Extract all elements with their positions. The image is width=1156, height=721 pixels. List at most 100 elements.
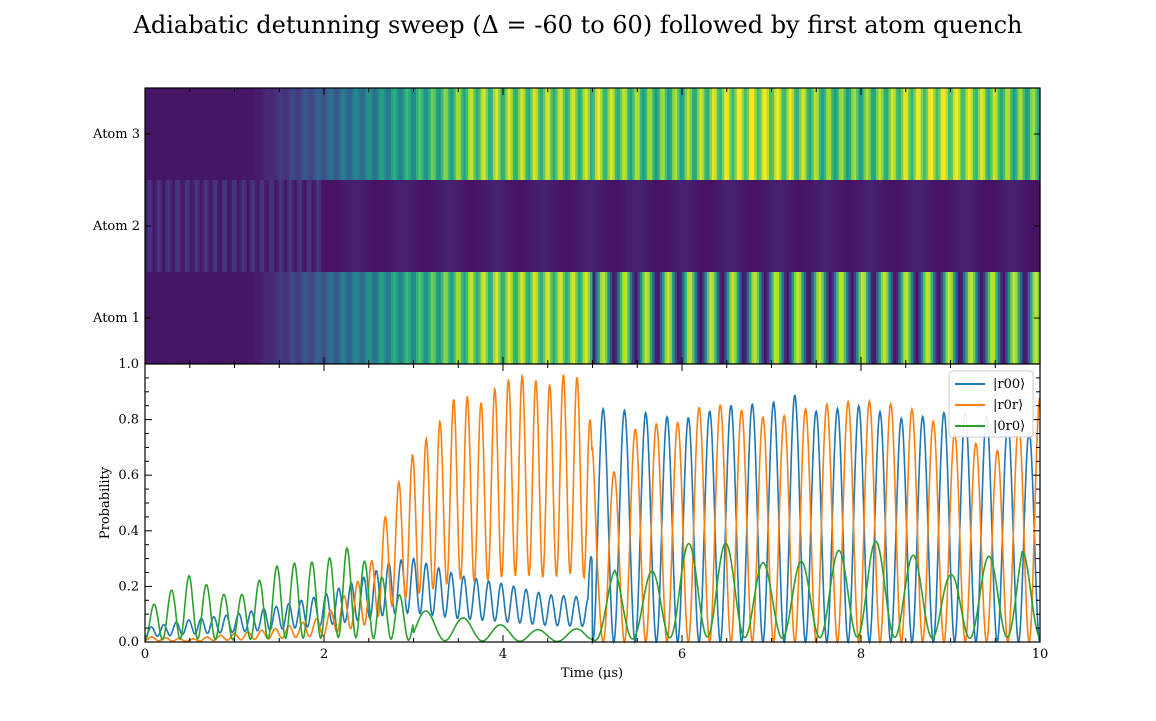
- heatmap-cell: [304, 272, 308, 364]
- heatmap-cell: [351, 272, 355, 364]
- heatmap-cell: [726, 180, 730, 272]
- heatmap-cell: [828, 180, 832, 272]
- heatmap-cell: [915, 272, 919, 364]
- y-axis: 0.0 0.2 0.4 0.6 0.8 1.0: [118, 357, 1040, 650]
- heatmap-row-labels: Atom 3 Atom 2 Atom 1: [92, 127, 1040, 326]
- heatmap-cell: [764, 180, 768, 272]
- heatmap-cell: [217, 180, 221, 272]
- heatmap-cell: [403, 180, 407, 272]
- heatmap-cell: [535, 88, 539, 180]
- heatmap-cell: [520, 272, 524, 364]
- heatmap-cell: [883, 272, 887, 364]
- heatmap-cell: [202, 272, 206, 364]
- heatmap-cell: [577, 88, 581, 180]
- heatmap-cell: [838, 88, 842, 180]
- heatmap-cell: [776, 88, 780, 180]
- heatmap-cell: [580, 272, 584, 364]
- heatmap-cell: [450, 180, 454, 272]
- heatmap-cell: [468, 272, 472, 364]
- heatmap-cell: [627, 88, 631, 180]
- heatmap-cell: [458, 272, 462, 364]
- heatmap-cell: [328, 88, 333, 180]
- heatmap-cell: [587, 272, 591, 364]
- heatmap-cell: [184, 180, 188, 272]
- heatmap-cell: [510, 88, 514, 180]
- heatmap-cell: [938, 88, 942, 180]
- heatmap-cell: [520, 88, 524, 180]
- heatmap-cell: [898, 272, 902, 364]
- heatmap-cell: [438, 180, 442, 272]
- heatmap-cell: [167, 272, 171, 364]
- heatmap-cell: [764, 272, 768, 364]
- heatmap-cell: [493, 88, 497, 180]
- heatmap-cell: [388, 88, 392, 180]
- heatmap-cell: [659, 272, 663, 364]
- heatmap-cell: [443, 180, 447, 272]
- heatmap-cell: [430, 272, 434, 364]
- heatmap-cell: [1000, 88, 1004, 180]
- heatmap-cell: [624, 180, 628, 272]
- heatmap-cell: [545, 272, 549, 364]
- heatmap-cell: [319, 180, 323, 272]
- heatmap-cell: [192, 272, 196, 364]
- heatmap-cell: [773, 180, 778, 272]
- heatmap-cell: [726, 272, 730, 364]
- heatmap-cell: [940, 180, 944, 272]
- heatmap-cell: [269, 272, 273, 364]
- heatmap-cell: [893, 272, 897, 364]
- heatmap-cell: [791, 88, 795, 180]
- heatmap-cell: [781, 180, 785, 272]
- heatmap-cell: [694, 88, 698, 180]
- heatmap-cell: [704, 88, 708, 180]
- heatmap-cell: [607, 88, 611, 180]
- heatmap-cell: [1020, 272, 1024, 364]
- heatmap-cell: [443, 88, 447, 180]
- heatmap-cell: [358, 88, 362, 180]
- heatmap-cell: [657, 272, 661, 364]
- heatmap-cell: [624, 272, 628, 364]
- heatmap-cell: [276, 88, 280, 180]
- heatmap-cell: [771, 272, 775, 364]
- heatmap-cell: [898, 88, 902, 180]
- heatmap-cell: [440, 180, 444, 272]
- heatmap-cell: [1017, 180, 1021, 272]
- heatmap-cell: [162, 88, 166, 180]
- heatmap-cell: [898, 180, 902, 272]
- heatmap-cell: [861, 180, 865, 272]
- heatmap-cell: [875, 180, 880, 272]
- heatmap-cell: [500, 272, 504, 364]
- heatmap-cell: [224, 180, 228, 272]
- heatmap-cell: [826, 88, 830, 180]
- heatmap-cell: [652, 272, 656, 364]
- heatmap-cell: [992, 180, 996, 272]
- heatmap-cell: [870, 272, 875, 364]
- heatmap-cell: [813, 88, 817, 180]
- heatmap-cell: [928, 88, 932, 180]
- heatmap-cell: [567, 272, 571, 364]
- heatmap-cell: [647, 88, 651, 180]
- heatmap-cell: [527, 88, 531, 180]
- heatmap-cell: [505, 272, 509, 364]
- heatmap-cell: [1027, 180, 1031, 272]
- heatmap-cell: [972, 272, 976, 364]
- heatmap-cell: [736, 88, 740, 180]
- y-tick-label: 0.2: [118, 579, 139, 594]
- heatmap-cell: [498, 88, 502, 180]
- heatmap-cell: [244, 272, 248, 364]
- heatmap-cell: [291, 180, 295, 272]
- heatmap-cell: [401, 272, 405, 364]
- heatmap-cell: [975, 88, 979, 180]
- heatmap-cell: [952, 272, 957, 364]
- heatmap-cell: [162, 272, 166, 364]
- heatmap-cell: [667, 88, 671, 180]
- heatmap-cell: [207, 180, 211, 272]
- heatmap-cell: [413, 272, 417, 364]
- heatmap-cell: [286, 272, 290, 364]
- heatmap-cell: [746, 180, 750, 272]
- heatmap-cell: [619, 88, 623, 180]
- heatmap-cell: [793, 272, 797, 364]
- heatmap-cell: [580, 88, 584, 180]
- heatmap-cell: [982, 272, 986, 364]
- heatmap-cell: [744, 272, 748, 364]
